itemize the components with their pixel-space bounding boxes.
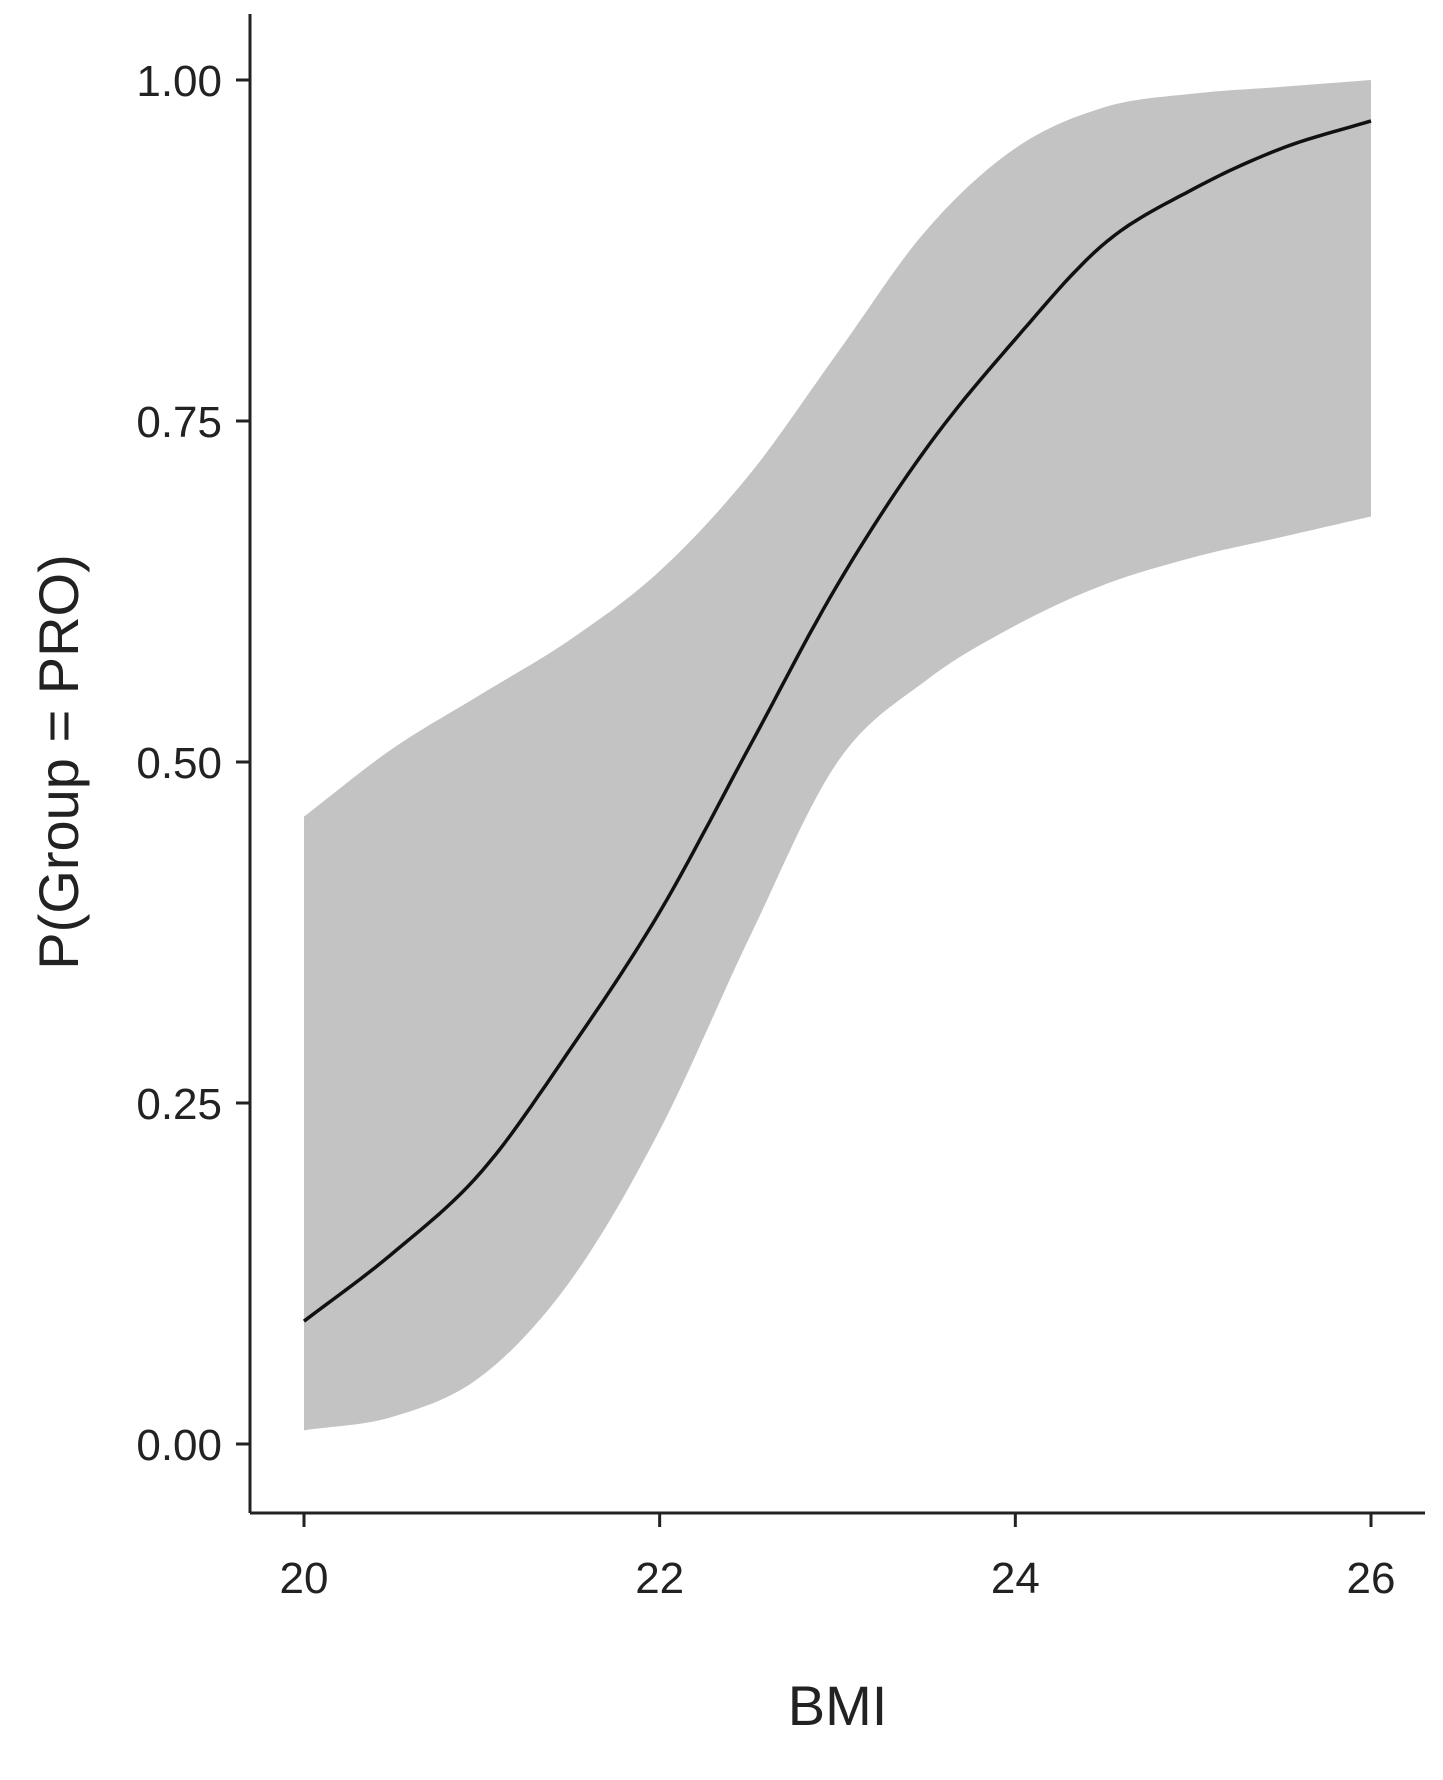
y-tick-label: 0.50 — [136, 739, 222, 788]
confidence-band — [304, 80, 1371, 1431]
x-tick-label: 26 — [1347, 1554, 1396, 1603]
y-tick-label: 1.00 — [136, 57, 222, 106]
fit-line-layer — [302, 119, 1372, 1323]
x-tick-label: 24 — [991, 1554, 1040, 1603]
y-tick-label: 0.75 — [136, 398, 222, 447]
tick-labels: 20 22 24 26 0.00 0.25 0.50 0.75 1.00 — [136, 57, 1395, 1603]
fit-line — [302, 119, 1372, 1323]
confidence-band-layer — [304, 80, 1371, 1431]
x-tick-label: 22 — [635, 1554, 684, 1603]
y-tick-label: 0.00 — [136, 1421, 222, 1470]
x-tick-label: 20 — [280, 1554, 329, 1603]
x-axis-title: BMI — [788, 1674, 888, 1737]
y-axis-title: P(Group = PRO) — [27, 554, 90, 969]
y-tick-label: 0.25 — [136, 1080, 222, 1129]
